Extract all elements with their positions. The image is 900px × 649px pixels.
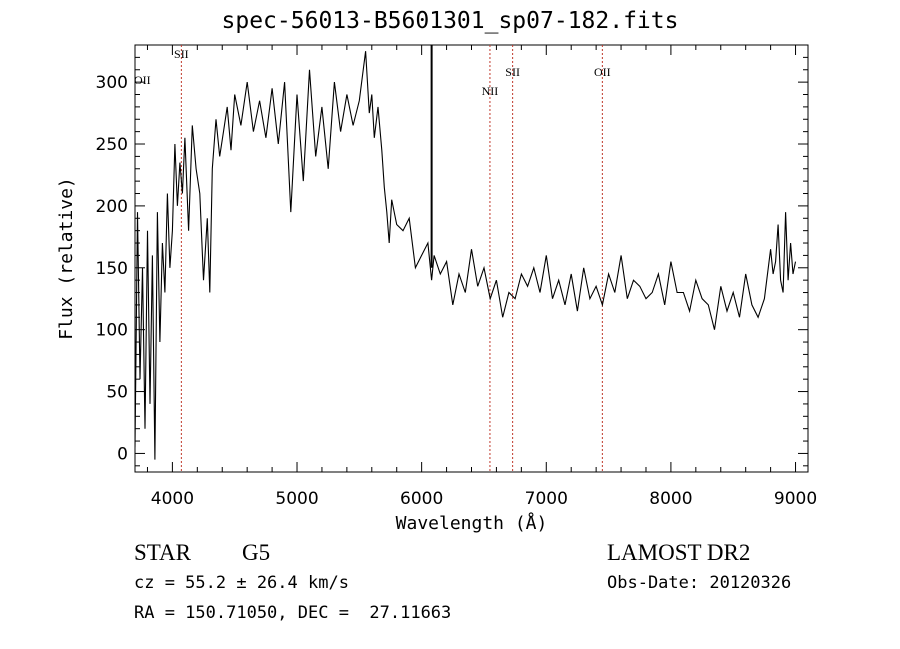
survey-name: LAMOST DR2 [607, 540, 751, 565]
y-tick-label: 250 [96, 135, 128, 155]
x-tick-label: 4000 [151, 489, 194, 509]
y-tick-label: 50 [106, 383, 128, 403]
x-axis-label: Wavelength (Å) [396, 512, 548, 534]
y-tick-label: 100 [96, 321, 128, 341]
x-tick-label: 5000 [275, 489, 318, 509]
line-label: SII [174, 47, 189, 61]
y-tick-label: 300 [96, 73, 128, 93]
x-tick-label: 6000 [400, 489, 443, 509]
y-tick-label: 0 [117, 444, 128, 464]
object-subclass: G5 [242, 540, 271, 565]
line-label: NII [482, 84, 499, 98]
line-label: OII [134, 73, 151, 87]
line-label: OII [594, 65, 611, 79]
object-class: STAR [134, 540, 191, 565]
x-tick-label: 8000 [649, 489, 692, 509]
y-tick-label: 200 [96, 197, 128, 217]
x-tick-label: 9000 [774, 489, 817, 509]
redshift-text: cz = 55.2 ± 26.4 km/s [134, 573, 349, 593]
x-tick-label: 7000 [525, 489, 568, 509]
line-label: SII [505, 65, 520, 79]
chart-title: spec-56013-B5601301_sp07-182.fits [221, 8, 679, 34]
y-axis-label: Flux (relative) [56, 177, 77, 340]
plot-frame [134, 44, 809, 473]
y-tick-label: 150 [96, 259, 128, 279]
obs-date: Obs-Date: 20120326 [607, 573, 792, 593]
coordinates-text: RA = 150.71050, DEC = 27.11663 [134, 603, 452, 623]
spectrum-line [135, 51, 797, 460]
